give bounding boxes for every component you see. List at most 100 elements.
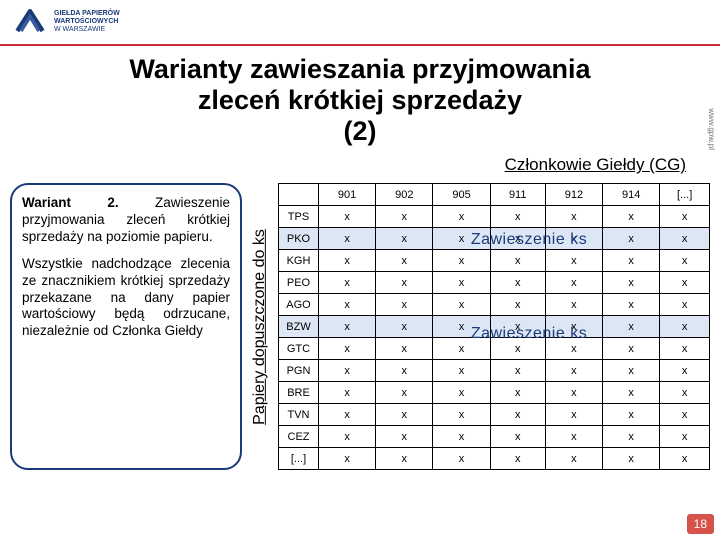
matrix-table-wrap: 901 902 905 911 912 914 [...] TPSxxxxxxx… [278,183,710,470]
cell: x [545,404,602,426]
vertical-label-text: Papiery dopuszczone do ks [251,229,269,425]
cell: x [660,206,710,228]
cell: x [490,272,545,294]
cell: x [490,294,545,316]
logo-line1: GIEŁDA PAPIERÓW [54,10,120,18]
title-line2: zleceń krótkiej sprzedaży [10,85,710,116]
cell: x [490,426,545,448]
col-header: 911 [490,184,545,206]
cell: x [490,360,545,382]
cell: x [433,316,490,338]
cell: x [603,250,660,272]
cell: x [433,206,490,228]
cell: x [603,294,660,316]
cell: x [490,250,545,272]
cell: x [319,338,376,360]
cell: x [490,316,545,338]
row-label: GTC [279,338,319,360]
cell: x [603,228,660,250]
cell: x [490,228,545,250]
cell: x [376,206,433,228]
cell: x [433,228,490,250]
col-header: [...] [660,184,710,206]
table-row: KGHxxxxxxx [279,250,710,272]
row-label: [...] [279,448,319,470]
logo-line2: WARTOŚCIOWYCH [54,18,120,26]
cell: x [603,360,660,382]
row-label: AGO [279,294,319,316]
cell: x [319,382,376,404]
cell: x [376,272,433,294]
col-header: 912 [545,184,602,206]
cell: x [376,404,433,426]
cell: x [319,404,376,426]
table-row: [...]xxxxxxx [279,448,710,470]
cell: x [433,426,490,448]
cell: x [603,404,660,426]
logo: GIEŁDA PAPIERÓW WARTOŚCIOWYCH w Warszawi… [12,4,120,40]
cell: x [660,404,710,426]
cell: x [319,448,376,470]
cell: x [490,404,545,426]
title-line3: (2) [10,116,710,147]
row-label: PEO [279,272,319,294]
cell: x [545,228,602,250]
cell: x [545,206,602,228]
col-header: 901 [319,184,376,206]
cell: x [433,360,490,382]
cell: x [376,382,433,404]
cell: x [376,316,433,338]
col-header: 914 [603,184,660,206]
cell: x [490,206,545,228]
cell: x [433,272,490,294]
cell: x [433,404,490,426]
variant-name: Wariant 2. [22,195,119,210]
cell: x [376,448,433,470]
matrix-table: 901 902 905 911 912 914 [...] TPSxxxxxxx… [278,183,710,470]
cell: x [433,382,490,404]
table-row: BRExxxxxxx [279,382,710,404]
cell: x [603,338,660,360]
cell: x [433,294,490,316]
rows-group-heading: Papiery dopuszczone do ks [248,183,272,470]
cell: x [603,382,660,404]
corner-cell [279,184,319,206]
cell: x [490,382,545,404]
row-label: BRE [279,382,319,404]
row-label: KGH [279,250,319,272]
table-row: TVNxxxxxxx [279,404,710,426]
cell: x [660,316,710,338]
row-label: TVN [279,404,319,426]
cell: x [660,272,710,294]
cell: x [376,228,433,250]
gpw-logo-icon [12,4,48,40]
logo-text: GIEŁDA PAPIERÓW WARTOŚCIOWYCH w Warszawi… [54,10,120,33]
side-url: www.gpw.pl [707,108,716,150]
cell: x [433,338,490,360]
cell: x [660,294,710,316]
row-label: CEZ [279,426,319,448]
cell: x [376,360,433,382]
cell: x [433,250,490,272]
cell: x [545,426,602,448]
logo-line3: w Warszawie [54,26,120,34]
cell: x [319,250,376,272]
variant-paragraph-1: Wariant 2. Zawieszenie przyjmowania zlec… [22,195,230,246]
cell: x [545,250,602,272]
cell: x [319,316,376,338]
cell: x [603,316,660,338]
table-row: PGNxxxxxxx [279,360,710,382]
cell: x [603,272,660,294]
cell: x [319,294,376,316]
cell: x [376,294,433,316]
cell: x [376,338,433,360]
cell: x [376,426,433,448]
variant-paragraph-2: Wszystkie nadchodzące zlecenia ze znaczn… [22,256,230,340]
cell: x [603,426,660,448]
row-label: TPS [279,206,319,228]
cell: x [376,250,433,272]
cell: x [660,426,710,448]
table-row: GTCxxxxxxx [279,338,710,360]
cell: x [490,338,545,360]
cell: x [603,206,660,228]
